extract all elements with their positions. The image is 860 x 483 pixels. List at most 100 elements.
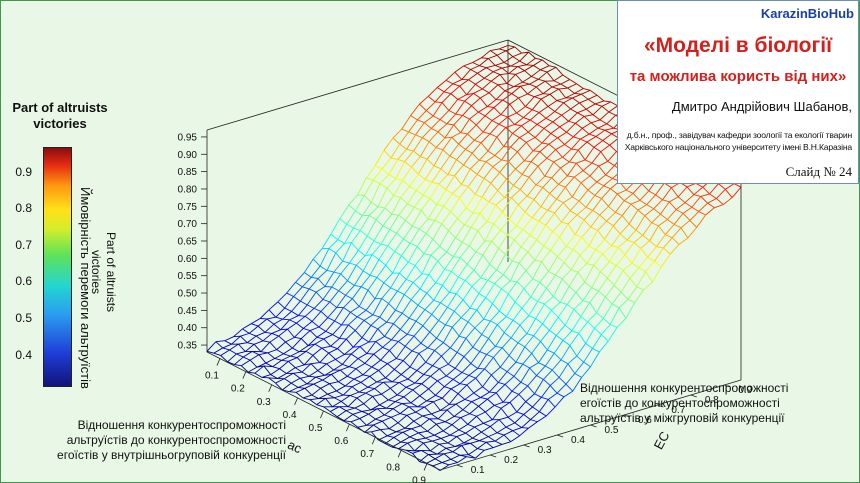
mesh-line xyxy=(308,278,319,290)
mesh-line xyxy=(271,329,281,334)
mesh-line xyxy=(338,375,348,383)
mesh-line xyxy=(460,317,469,323)
mesh-line xyxy=(458,133,468,145)
mesh-line xyxy=(334,307,344,322)
mesh-line xyxy=(304,258,314,273)
mesh-line xyxy=(445,71,456,81)
mesh-line xyxy=(466,384,475,394)
mesh-line xyxy=(580,182,589,191)
mesh-line xyxy=(678,237,689,245)
mesh-line xyxy=(563,249,574,263)
mesh-line xyxy=(452,184,462,194)
mesh-line xyxy=(401,403,410,408)
mesh-line xyxy=(402,350,413,361)
mesh-line xyxy=(547,100,558,107)
mesh-line xyxy=(583,361,591,368)
mesh-line xyxy=(269,335,279,343)
mesh-line xyxy=(456,351,465,357)
mesh-line xyxy=(492,166,500,173)
mesh-line xyxy=(555,324,566,336)
ec-description-line3: альтруїстів у міжгруповій конкуренції xyxy=(580,411,785,425)
mesh-line xyxy=(486,204,497,222)
mesh-line xyxy=(561,108,571,116)
mesh-line xyxy=(494,146,505,156)
mesh-line xyxy=(376,377,386,383)
mesh-line xyxy=(480,391,490,398)
mesh-line xyxy=(338,290,346,296)
mesh-line xyxy=(412,225,420,230)
mesh-line xyxy=(450,211,458,219)
mesh-line xyxy=(587,98,596,105)
mesh-line xyxy=(451,417,462,426)
mesh-line xyxy=(489,426,498,434)
mesh-line xyxy=(575,281,586,293)
mesh-line xyxy=(451,132,461,138)
mesh-line xyxy=(524,211,533,219)
mesh-line xyxy=(324,373,332,376)
mesh-line xyxy=(340,273,348,282)
mesh-line xyxy=(603,100,611,103)
mesh-line xyxy=(418,347,428,354)
mesh-line xyxy=(581,122,592,129)
mesh-line xyxy=(440,292,450,304)
ec-axis-label: EC xyxy=(651,429,673,452)
mesh-line xyxy=(357,424,367,428)
mesh-line xyxy=(356,397,365,405)
mesh-line xyxy=(467,423,475,428)
mesh-line xyxy=(510,324,521,339)
mesh-line xyxy=(477,67,487,74)
mesh-line xyxy=(505,253,513,262)
mesh-line xyxy=(508,161,516,170)
mesh-line xyxy=(458,423,468,431)
mesh-line xyxy=(487,279,495,285)
mesh-line xyxy=(558,87,568,90)
mesh-line xyxy=(573,300,584,310)
mesh-line xyxy=(474,422,484,428)
mesh-line xyxy=(521,419,531,428)
mesh-line xyxy=(340,262,350,275)
mesh-line xyxy=(588,245,596,251)
mesh-line xyxy=(400,436,410,443)
mesh-line xyxy=(573,136,581,140)
mesh-line xyxy=(499,293,509,312)
mesh-line xyxy=(304,383,314,389)
mesh-line xyxy=(566,245,574,250)
mesh-line xyxy=(410,299,419,306)
mesh-line xyxy=(487,398,495,406)
mesh-line xyxy=(553,352,562,361)
mesh-line xyxy=(536,124,545,129)
mesh-line xyxy=(487,269,497,281)
mesh-line xyxy=(213,352,221,356)
mesh-line xyxy=(534,96,542,100)
mesh-line xyxy=(537,288,547,302)
ec-tick-label: 0.7 xyxy=(671,405,685,416)
mesh-line xyxy=(465,327,476,339)
mesh-line xyxy=(532,278,540,283)
mesh-line xyxy=(404,420,415,429)
mesh-line xyxy=(398,203,408,216)
mesh-line xyxy=(572,196,580,202)
mesh-line xyxy=(565,234,576,247)
mesh-line xyxy=(666,209,677,220)
title-box: KarazinBioHub «Моделі в біології та можл… xyxy=(617,0,859,184)
mesh-line xyxy=(400,197,408,205)
mesh-line xyxy=(545,111,556,119)
mesh-line xyxy=(387,363,395,370)
mesh-line xyxy=(620,291,629,300)
mesh-line xyxy=(689,211,700,221)
mesh-line xyxy=(464,224,472,228)
mesh-line xyxy=(382,225,390,230)
mesh-line xyxy=(247,342,255,345)
mesh-line xyxy=(585,108,594,116)
mesh-line xyxy=(461,184,469,187)
mesh-line xyxy=(606,212,616,222)
mesh-line xyxy=(626,229,637,241)
mesh-line xyxy=(419,461,427,464)
mesh-line xyxy=(359,215,370,231)
mesh-line xyxy=(443,451,453,455)
mesh-line xyxy=(543,231,553,247)
mesh-line xyxy=(389,215,399,230)
mesh-line xyxy=(515,74,523,83)
mesh-line xyxy=(446,237,456,253)
mesh-line xyxy=(560,345,571,361)
